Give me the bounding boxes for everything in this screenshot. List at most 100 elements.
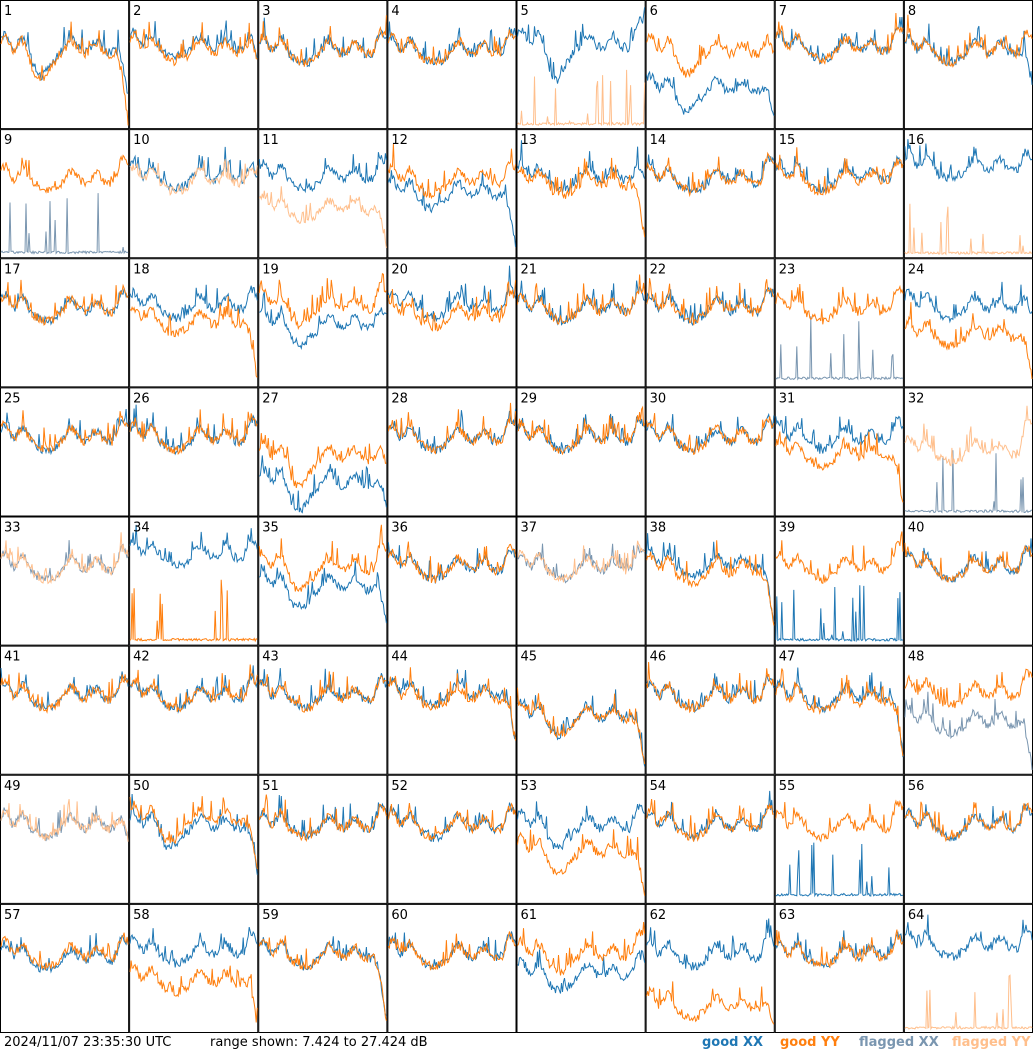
- series-yy-good: [129, 579, 258, 643]
- panel-2: 2: [129, 0, 259, 130]
- series-xx-good: [129, 793, 258, 875]
- series-yy-good: [904, 302, 1033, 380]
- panel-label: 8: [908, 4, 916, 19]
- panel-22: 22: [645, 258, 775, 388]
- series-yy-flagged: [517, 69, 646, 127]
- series-xx-good: [517, 7, 646, 84]
- series-xx-good: [517, 689, 646, 767]
- panel-label: 24: [908, 262, 925, 277]
- panel-border: [516, 645, 646, 775]
- panel-label: 51: [262, 779, 279, 794]
- panel-5: 5: [516, 0, 646, 130]
- series-xx-good: [517, 949, 646, 994]
- series-yy-good: [129, 796, 258, 870]
- series-yy-good: [387, 541, 516, 584]
- series-yy-good: [775, 431, 904, 503]
- panel-border: [645, 387, 775, 517]
- legend-good-yy: good YY: [780, 1035, 840, 1050]
- panel-label: 16: [908, 133, 925, 148]
- panel-border: [258, 516, 388, 646]
- panel-border: [387, 0, 517, 130]
- panel-45: 45: [516, 645, 646, 775]
- panel-21: 21: [516, 258, 646, 388]
- series-yy-good: [129, 296, 258, 378]
- panel-35: 35: [258, 516, 388, 646]
- series-xx-good: [775, 16, 904, 65]
- panel-label: 19: [262, 262, 279, 277]
- panel-border: [774, 129, 904, 259]
- legend-flagged-yy: flagged YY: [952, 1035, 1031, 1050]
- panel-label: 45: [521, 650, 538, 665]
- panel-label: 18: [133, 262, 150, 277]
- panel-border: [129, 258, 259, 388]
- panel-63: 63: [774, 903, 904, 1033]
- series-xx-flagged: [0, 193, 129, 255]
- panel-label: 60: [391, 908, 408, 923]
- panel-border: [774, 258, 904, 388]
- series-xx-good: [258, 936, 387, 1016]
- panel-39: 39: [774, 516, 904, 646]
- panel-60: 60: [387, 903, 517, 1033]
- panel-37: 37: [516, 516, 646, 646]
- panel-43: 43: [258, 645, 388, 775]
- panel-border: [387, 903, 517, 1033]
- series-yy-good: [775, 799, 904, 843]
- panel-11: 11: [258, 129, 388, 259]
- series-yy-good: [129, 21, 258, 67]
- panel-border: [903, 129, 1033, 259]
- panel-label: 53: [521, 779, 538, 794]
- panel-51: 51: [258, 774, 388, 904]
- series-xx-good: [258, 561, 387, 624]
- series-yy-good: [258, 524, 387, 593]
- series-xx-good: [646, 790, 775, 842]
- panel-13: 13: [516, 129, 646, 259]
- panel-28: 28: [387, 387, 517, 517]
- panel-label: 50: [133, 779, 150, 794]
- series-xx-good: [904, 281, 1033, 324]
- series-yy-good: [904, 14, 1033, 68]
- series-xx-good: [904, 139, 1033, 183]
- panel-border: [645, 645, 775, 775]
- timestamp-label: 2024/11/07 23:35:30 UTC: [4, 1035, 172, 1050]
- series-yy-good: [517, 687, 646, 765]
- series-yy-good: [775, 668, 904, 757]
- panel-border: [258, 129, 388, 259]
- series-yy-good: [646, 981, 775, 1025]
- panel-31: 31: [774, 387, 904, 517]
- legend-good-xx: good XX: [702, 1035, 764, 1050]
- series-xx-good: [387, 170, 516, 247]
- series-xx-good: [775, 842, 903, 898]
- panel-border: [258, 0, 388, 130]
- panel-label: 61: [521, 908, 538, 923]
- panel-border: [258, 387, 388, 517]
- panel-55: 55: [774, 774, 904, 904]
- series-yy-good: [904, 668, 1033, 709]
- series-yy-flagged: [0, 799, 129, 842]
- series-xx-good: [129, 524, 258, 570]
- series-xx-good: [259, 455, 387, 514]
- series-yy-good: [775, 283, 904, 325]
- series-xx-good: [775, 930, 904, 969]
- panel-14: 14: [645, 129, 775, 259]
- panel-17: 17: [0, 258, 130, 388]
- series-xx-good: [258, 668, 387, 712]
- panel-label: 63: [779, 908, 796, 923]
- series-yy-good: [646, 32, 775, 78]
- panel-border: [774, 387, 904, 517]
- series-yy-good: [387, 667, 516, 741]
- panel-border: [903, 0, 1033, 130]
- panel-border: [129, 774, 259, 904]
- panel-label: 27: [262, 391, 279, 406]
- series-yy-flagged: [904, 974, 1033, 1031]
- panel-label: 2: [133, 4, 141, 19]
- range-label: range shown: 7.424 to 27.424 dB: [210, 1035, 428, 1050]
- panel-62: 62: [645, 903, 775, 1033]
- series-yy-good: [646, 540, 775, 626]
- panel-border: [258, 258, 388, 388]
- panel-border: [129, 129, 259, 259]
- panel-12: 12: [387, 129, 517, 259]
- panel-label: 39: [779, 521, 796, 536]
- series-yy-good: [646, 413, 775, 456]
- panel-label: 33: [4, 521, 21, 536]
